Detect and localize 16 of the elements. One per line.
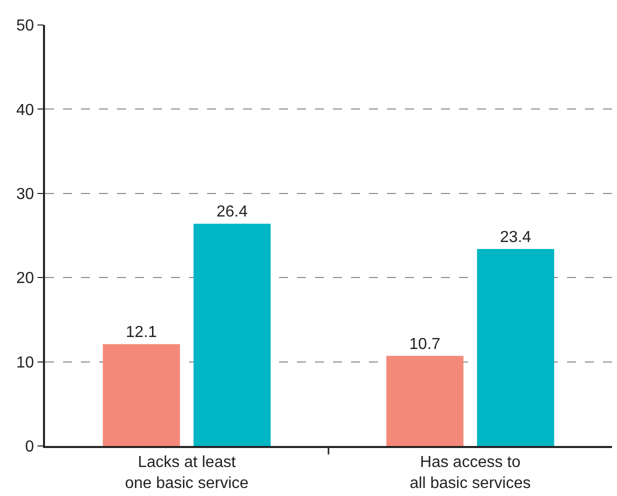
data-label: 12.1 <box>126 324 158 342</box>
y-tick-label: 20 <box>16 270 34 288</box>
data-label: 23.4 <box>500 228 532 246</box>
y-tick-label: 40 <box>16 102 34 119</box>
bar <box>102 344 180 446</box>
y-tick-label: 0 <box>25 438 34 456</box>
bar <box>386 356 464 446</box>
y-tick-label: 50 <box>16 18 34 35</box>
x-tick-label: Has access to all basic services <box>410 454 531 492</box>
x-tick-label: Lacks at least one basic service <box>124 454 249 492</box>
bar <box>194 224 271 446</box>
data-label: 26.4 <box>216 204 248 221</box>
data-label: 10.7 <box>409 336 441 353</box>
y-tick-label: 10 <box>16 354 34 372</box>
bar <box>477 248 554 446</box>
y-tick-label: 30 <box>16 186 34 203</box>
